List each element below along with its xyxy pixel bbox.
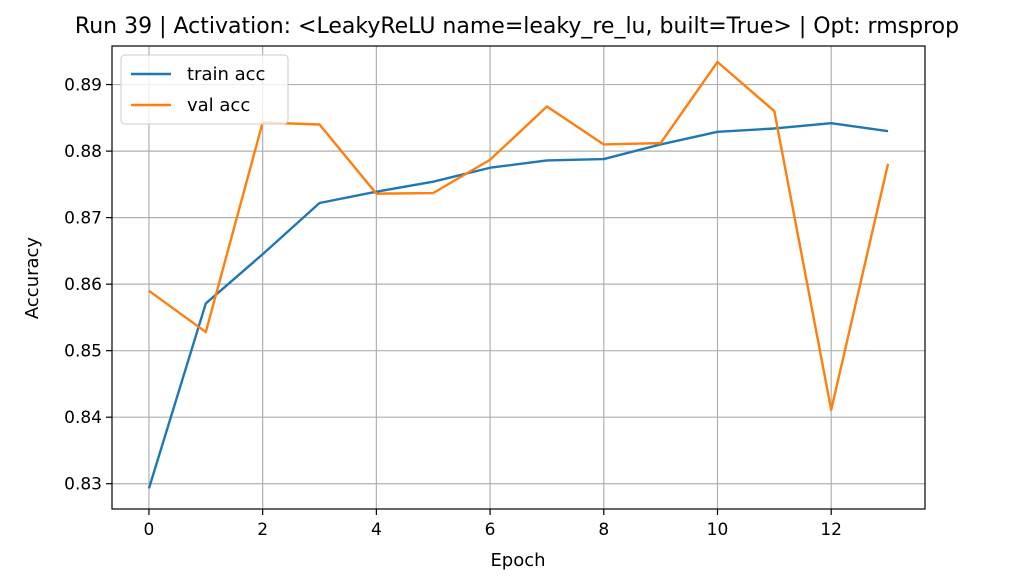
y-tick-label: 0.84 xyxy=(64,408,102,428)
chart-title: Run 39 | Activation: <LeakyReLU name=lea… xyxy=(75,14,959,39)
x-axis-ticks: 0 2 4 6 8 10 12 xyxy=(144,509,842,540)
y-tick-label: 0.89 xyxy=(64,76,102,96)
legend-label: train acc xyxy=(187,64,265,85)
grid-lines xyxy=(112,46,925,509)
x-tick-label: 8 xyxy=(598,520,609,540)
legend: train acc val acc xyxy=(120,54,289,125)
y-axis-ticks: 0.83 0.84 0.85 0.86 0.87 0.88 0.89 xyxy=(64,76,112,495)
x-tick-label: 10 xyxy=(707,520,729,540)
x-tick-label: 6 xyxy=(485,520,496,540)
x-tick-label: 2 xyxy=(257,520,268,540)
legend-box xyxy=(120,54,289,125)
x-tick-label: 12 xyxy=(820,520,842,540)
y-tick-label: 0.83 xyxy=(64,475,102,495)
y-axis-label: Accuracy xyxy=(22,237,43,320)
series-lines xyxy=(147,60,890,489)
legend-label: val acc xyxy=(187,95,250,116)
series-line-train-acc xyxy=(147,121,889,489)
x-tick-label: 4 xyxy=(371,520,382,540)
x-tick-label: 0 xyxy=(144,520,155,540)
x-axis-label: Epoch xyxy=(490,550,545,571)
y-tick-label: 0.85 xyxy=(64,342,102,362)
y-tick-label: 0.87 xyxy=(64,209,102,229)
y-tick-label: 0.88 xyxy=(64,142,102,162)
plot-frame xyxy=(111,45,926,510)
y-tick-label: 0.86 xyxy=(64,275,102,295)
